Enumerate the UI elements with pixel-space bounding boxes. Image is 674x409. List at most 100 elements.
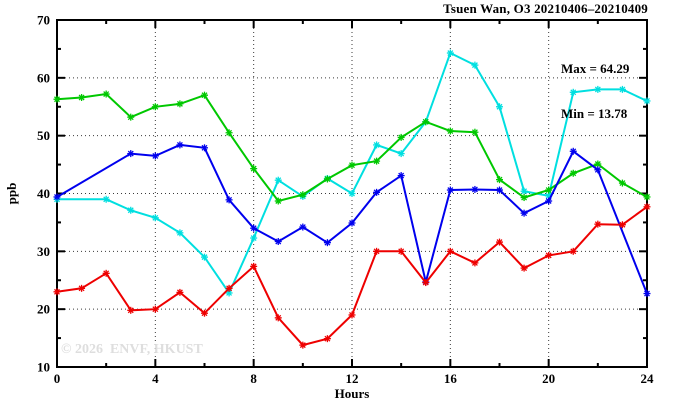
marker-asterisk	[594, 161, 601, 167]
x-tick-label: 0	[54, 371, 61, 386]
y-tick-label: 30	[37, 244, 50, 259]
marker-asterisk	[619, 221, 626, 228]
marker-asterisk	[349, 162, 355, 169]
marker-asterisk	[521, 210, 528, 217]
y-tick-label: 40	[37, 186, 50, 201]
marker-asterisk	[324, 335, 331, 342]
marker-asterisk	[570, 89, 577, 96]
marker-asterisk	[54, 288, 60, 295]
marker-asterisk	[594, 86, 601, 93]
series-markers-green	[53, 90, 651, 205]
marker-asterisk	[103, 196, 110, 203]
marker-asterisk	[471, 186, 478, 193]
x-tick-label: 24	[641, 371, 655, 386]
marker-asterisk	[619, 86, 626, 93]
y-tick-label: 50	[37, 128, 50, 143]
marker-asterisk	[152, 103, 159, 110]
marker-asterisk	[54, 96, 60, 103]
marker-asterisk	[644, 290, 650, 297]
marker-asterisk	[275, 198, 282, 204]
x-tick-label: 4	[152, 371, 159, 386]
marker-asterisk	[398, 150, 405, 157]
marker-asterisk	[496, 187, 503, 193]
stats-annotation: Max = 64.29 Min = 13.78	[561, 31, 629, 151]
marker-asterisk	[299, 191, 306, 198]
marker-asterisk	[324, 239, 331, 246]
marker-asterisk	[447, 50, 454, 56]
marker-asterisk	[78, 285, 85, 292]
marker-asterisk	[373, 158, 380, 165]
x-axis-label: Hours	[335, 386, 370, 401]
marker-asterisk	[250, 235, 257, 241]
marker-asterisk	[127, 150, 134, 157]
y-tick-label: 20	[37, 302, 50, 317]
marker-asterisk	[570, 170, 577, 177]
marker-asterisk	[152, 214, 159, 221]
marker-asterisk	[176, 229, 183, 236]
marker-asterisk	[201, 310, 208, 317]
marker-asterisk	[422, 279, 429, 286]
marker-asterisk	[644, 203, 650, 210]
marker-asterisk	[103, 270, 110, 277]
marker-asterisk	[275, 314, 282, 321]
marker-asterisk	[447, 128, 454, 134]
marker-asterisk	[103, 91, 110, 97]
marker-asterisk	[176, 289, 183, 296]
marker-asterisk	[299, 342, 306, 349]
marker-asterisk	[349, 311, 355, 318]
marker-asterisk	[127, 207, 134, 214]
x-tick-label: 16	[444, 371, 458, 386]
x-tick-label: 8	[250, 371, 257, 386]
watermark: © 2026 ENVF, HKUST	[61, 342, 203, 357]
marker-asterisk	[570, 148, 577, 155]
marker-asterisk	[447, 248, 454, 255]
marker-asterisk	[545, 252, 552, 259]
marker-asterisk	[521, 265, 528, 272]
chart-title: Tsuen Wan, O3 20210406–20210409	[443, 1, 648, 16]
y-axis-label: ppb	[4, 183, 19, 205]
marker-asterisk	[545, 187, 552, 193]
marker-asterisk	[373, 248, 380, 255]
marker-asterisk	[644, 194, 650, 200]
marker-asterisk	[176, 141, 183, 148]
marker-asterisk	[275, 177, 282, 184]
marker-asterisk	[127, 114, 134, 121]
series-line-cyan	[57, 51, 648, 296]
min-stat-label: Min = 13.78	[561, 106, 628, 121]
marker-asterisk	[496, 176, 503, 183]
marker-asterisk	[398, 134, 405, 141]
marker-asterisk	[447, 187, 454, 193]
marker-asterisk	[349, 190, 355, 197]
marker-asterisk	[570, 248, 577, 255]
marker-asterisk	[349, 220, 355, 226]
marker-asterisk	[471, 259, 478, 266]
series-line-blue	[56, 143, 648, 294]
marker-asterisk	[127, 307, 134, 314]
y-tick-label: 10	[37, 360, 50, 375]
marker-asterisk	[299, 224, 306, 231]
marker-asterisk	[54, 194, 60, 200]
series-markers-red	[53, 203, 651, 349]
marker-asterisk	[496, 239, 503, 246]
marker-asterisk	[275, 238, 282, 245]
marker-asterisk	[521, 194, 528, 201]
marker-asterisk	[398, 172, 405, 179]
x-tick-label: 20	[542, 371, 555, 386]
marker-asterisk	[324, 176, 331, 183]
y-tick-label: 70	[37, 13, 50, 28]
marker-asterisk	[78, 94, 85, 101]
marker-asterisk	[176, 100, 183, 107]
y-tick-label: 60	[37, 70, 50, 85]
marker-asterisk	[545, 192, 552, 199]
marker-asterisk	[250, 263, 257, 270]
marker-asterisk	[201, 144, 208, 151]
marker-asterisk	[398, 248, 405, 255]
marker-asterisk	[226, 129, 233, 136]
marker-asterisk	[471, 62, 478, 69]
marker-asterisk	[594, 221, 601, 228]
marker-asterisk	[226, 285, 233, 292]
marker-asterisk	[250, 165, 257, 172]
